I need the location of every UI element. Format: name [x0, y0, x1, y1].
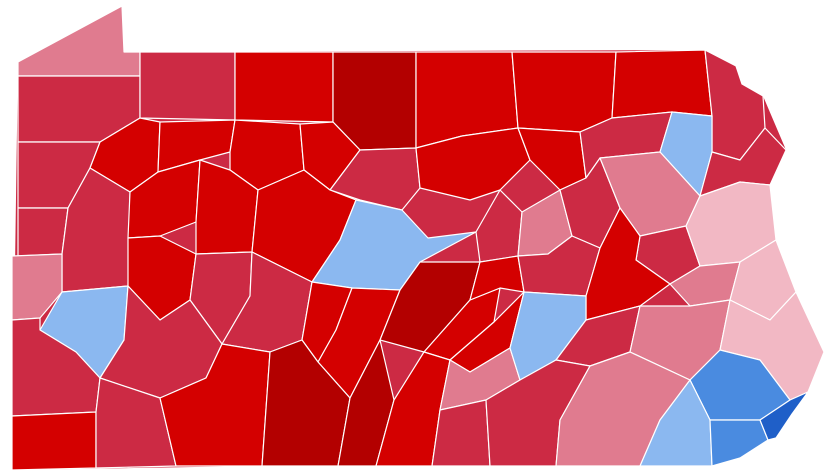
county-philadelphia[interactable]	[759, 391, 809, 441]
county-lawrence[interactable]	[17, 207, 69, 257]
county-delaware[interactable]	[709, 419, 769, 467]
county-chester[interactable]	[639, 379, 713, 467]
county-greene[interactable]	[11, 411, 97, 471]
county-forest[interactable]	[157, 119, 236, 173]
county-erie[interactable]	[17, 5, 141, 77]
county-adams[interactable]	[431, 399, 491, 467]
county-beaver[interactable]	[11, 253, 63, 321]
county-mckean[interactable]	[234, 51, 334, 123]
county-warren[interactable]	[139, 51, 236, 121]
county-lycoming[interactable]	[415, 127, 531, 201]
county-snyder[interactable]	[469, 255, 525, 301]
county-bradford[interactable]	[511, 51, 617, 133]
county-susquehanna[interactable]	[611, 49, 713, 119]
